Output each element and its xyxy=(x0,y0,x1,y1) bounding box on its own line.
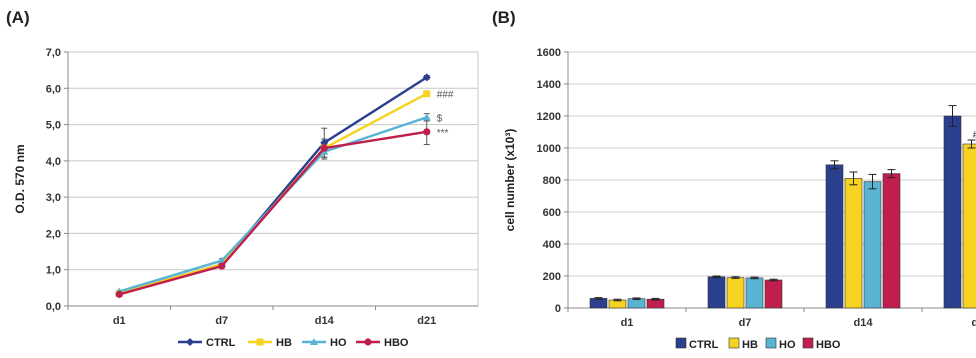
data-point xyxy=(423,90,431,98)
significance-marker: *** xyxy=(437,128,449,139)
y-tick-label: 2,0 xyxy=(46,228,61,240)
legend-label-ho: HO xyxy=(330,337,347,349)
y-tick-label: 3,0 xyxy=(46,192,61,204)
data-point xyxy=(320,144,328,152)
bar-ctrl xyxy=(589,298,608,309)
significance-marker: $ xyxy=(437,113,443,124)
y-tick-label: 800 xyxy=(543,175,561,187)
bar-hb xyxy=(962,143,976,309)
y-axis-label: cell number (x10³) xyxy=(503,129,517,232)
bar-ctrl xyxy=(943,115,962,309)
y-tick-label: 200 xyxy=(543,271,561,283)
bar-hbo xyxy=(882,173,901,309)
x-tick-label: d14 xyxy=(854,317,874,329)
legend-swatch-hbo xyxy=(802,337,814,349)
legend-marker xyxy=(186,338,194,346)
x-tick-label: d1 xyxy=(621,317,634,329)
data-point xyxy=(115,290,123,298)
legend-label-ctrl: CTRL xyxy=(689,339,719,351)
y-tick-label: 600 xyxy=(543,207,561,219)
data-point xyxy=(422,73,431,82)
significance-marker: # xyxy=(973,130,976,141)
data-point xyxy=(423,128,431,136)
y-tick-label: 7,0 xyxy=(46,47,61,59)
x-tick-label: d21 xyxy=(417,315,436,327)
bar-hb xyxy=(726,277,745,309)
panel-a-line-chart: (A) 0,0 1,0 2,0 3,0 4,0 5,0 6,0 7,0 d1 d7 d14 d21 O.… xyxy=(6,8,479,349)
bar-ho xyxy=(627,298,646,309)
y-tick-label: 1000 xyxy=(537,143,561,155)
legend-label-ho: HO xyxy=(779,339,796,351)
legend-marker xyxy=(310,338,318,345)
x-tick-label: d14 xyxy=(315,315,335,327)
legend-label-hb: HB xyxy=(276,337,292,349)
bar-ctrl xyxy=(707,276,726,309)
panel-a-label: (A) xyxy=(6,8,30,27)
legend-swatch-ho xyxy=(765,337,777,349)
bar-hbo xyxy=(646,298,665,309)
data-point xyxy=(422,113,431,121)
panel-b-bar-chart: (B) 0 200 400 600 800 1000 1200 1400 1600 cell nu… xyxy=(488,0,976,358)
legend-marker xyxy=(256,338,264,346)
x-tick-label: d21 xyxy=(972,317,976,329)
y-tick-label: 400 xyxy=(543,239,561,251)
y-tick-label: 1600 xyxy=(537,47,561,59)
legend-label-hbo: HBO xyxy=(816,339,841,351)
significance-marker: ### xyxy=(437,90,454,101)
y-axis-label: O.D. 570 nm xyxy=(13,144,27,213)
legend-label-hbo: HBO xyxy=(384,337,409,349)
series-line-hb xyxy=(118,92,428,295)
y-tick-label: 0,0 xyxy=(46,301,61,313)
bar-hbo xyxy=(764,279,783,309)
x-tick-label: d7 xyxy=(215,315,228,327)
line-chart-svg: 0,0 1,0 2,0 3,0 4,0 5,0 6,0 7,0 d1 d7 d14 d21 O.D. 5… xyxy=(13,47,479,349)
y-tick-label: 1200 xyxy=(537,111,561,123)
y-tick-label: 6,0 xyxy=(46,83,61,95)
panel-b-label: (B) xyxy=(492,8,516,27)
bar-ho xyxy=(863,181,882,309)
y-tick-label: 1400 xyxy=(537,79,561,91)
data-point xyxy=(218,262,226,270)
y-tick-label: 0 xyxy=(555,303,561,315)
bar-ctrl xyxy=(825,164,844,309)
legend-swatch-ctrl xyxy=(675,337,687,349)
bar-hb xyxy=(844,178,863,309)
legend-label-ctrl: CTRL xyxy=(206,337,236,349)
x-tick-label: d1 xyxy=(113,315,126,327)
bar-ho xyxy=(745,277,764,309)
plot-frame xyxy=(67,51,479,307)
legend-label-hb: HB xyxy=(742,339,758,351)
y-tick-label: 5,0 xyxy=(46,120,61,132)
x-tick-label: d7 xyxy=(739,317,752,329)
legend-swatch-hb xyxy=(728,337,740,349)
data-point xyxy=(217,256,226,264)
y-tick-label: 1,0 xyxy=(46,265,61,277)
legend-marker xyxy=(364,338,372,346)
y-tick-label: 4,0 xyxy=(46,156,61,168)
bar-chart-svg: 0 200 400 600 800 1000 1200 1400 1600 cell number… xyxy=(503,47,976,351)
series-line-hbo xyxy=(118,130,427,296)
series-line-ctrl xyxy=(118,76,428,295)
